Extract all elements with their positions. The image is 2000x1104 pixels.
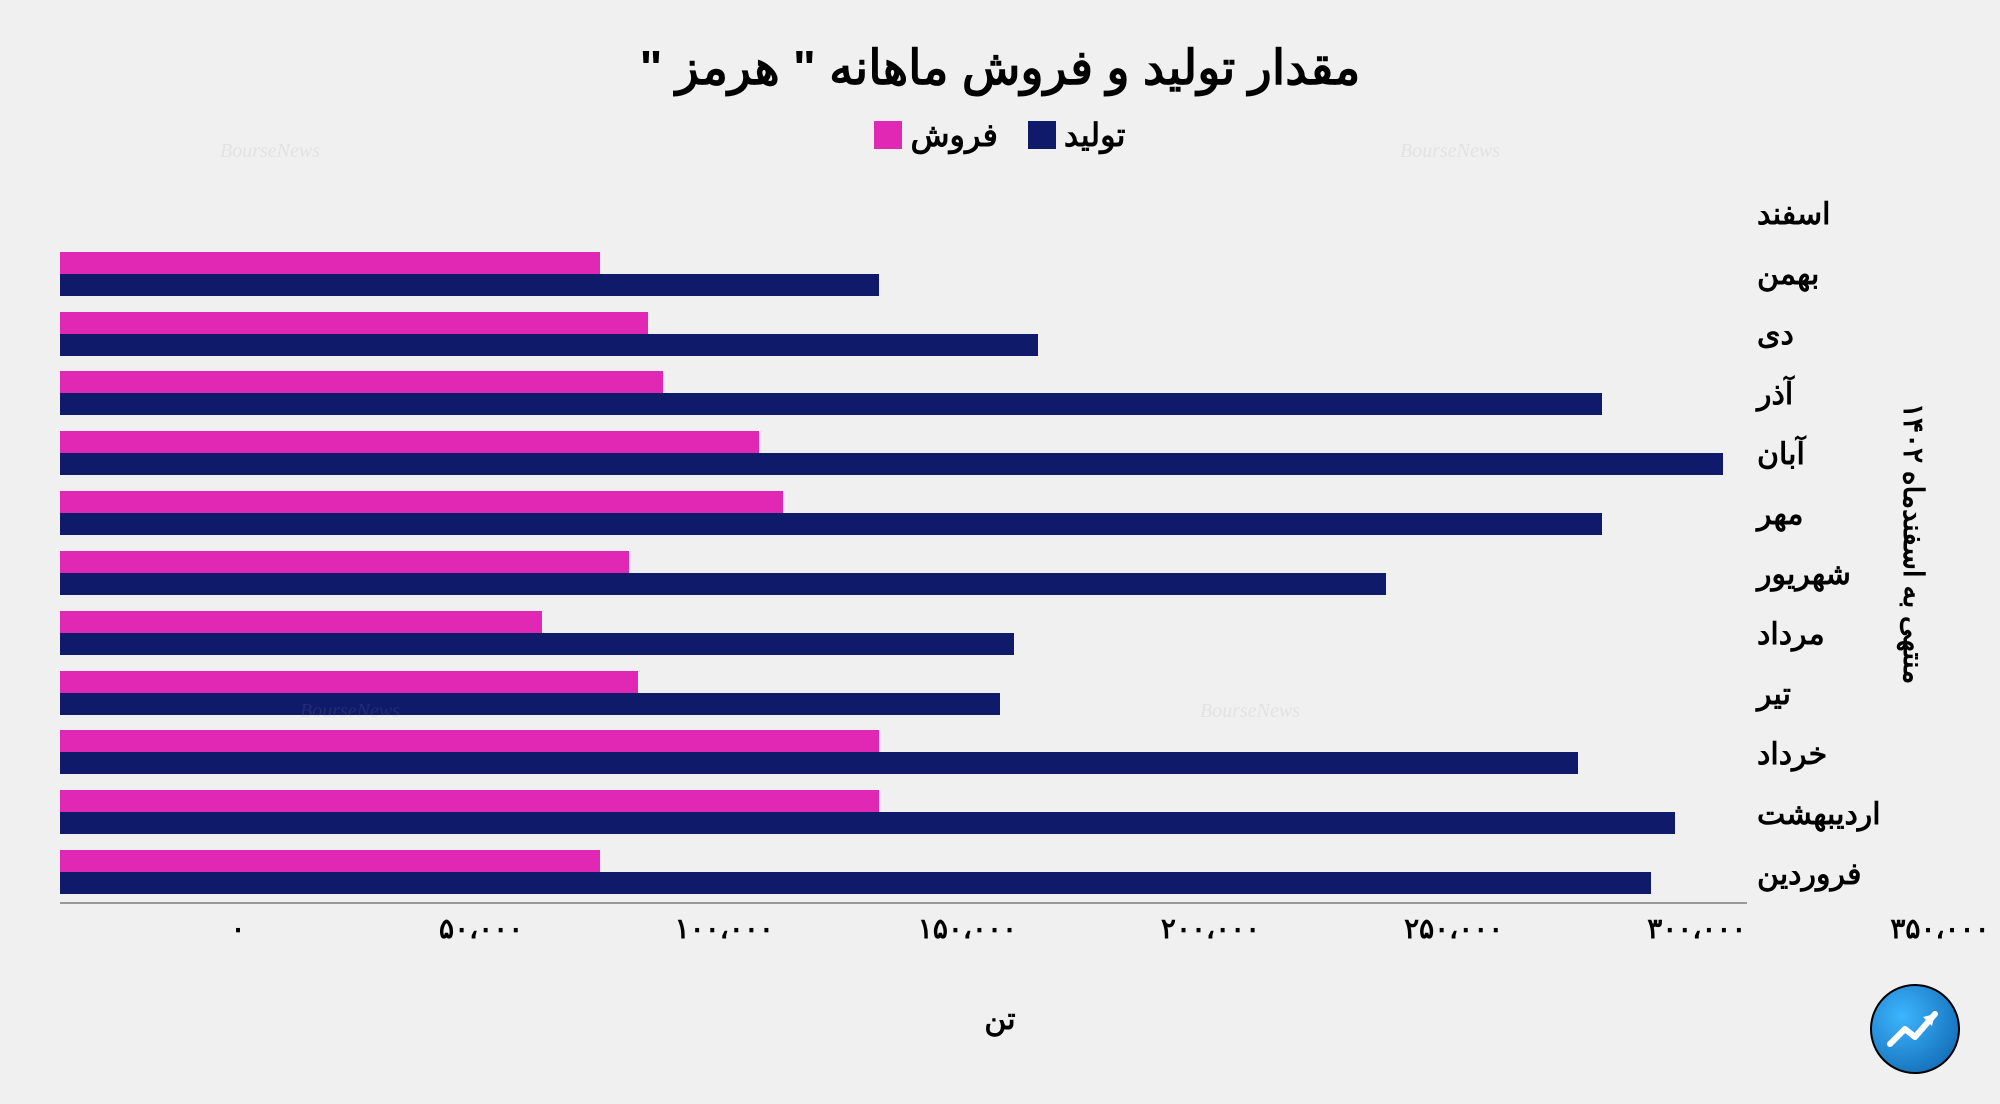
bar-tolid (60, 334, 1038, 356)
y-label: شهریور (1757, 544, 1887, 604)
bar-foroosh (60, 371, 663, 393)
x-axis-ticks: ۰۵۰،۰۰۰۱۰۰،۰۰۰۱۵۰،۰۰۰۲۰۰،۰۰۰۲۵۰،۰۰۰۳۰۰،۰… (238, 912, 1940, 952)
bar-group (60, 244, 1747, 304)
x-axis: ۰ ۵۰،۰۰۰ ۱۰۰،۰۰۰ ۱۵۰،۰۰۰ ۲۰۰،۰۰۰ ۲۵۰،۰۰۰ ۳۰۰،۰… (60, 912, 1940, 952)
legend-item-foroosh: فروش (874, 116, 997, 154)
legend-label-tolid: تولید (1064, 116, 1126, 154)
bar-group (60, 782, 1747, 842)
legend-swatch-tolid (1028, 121, 1056, 149)
bar-tolid (60, 872, 1651, 894)
x-tick: ۵۰،۰۰۰ (439, 912, 523, 945)
y-label: آبان (1757, 424, 1887, 484)
plot-wrapper: منتهی به اسفندماه ۱۴۰۲ اسفندبهمندیآذرآبا… (60, 184, 1940, 904)
bar-group (60, 483, 1747, 543)
bar-tolid (60, 393, 1602, 415)
x-tick: ۱۵۰،۰۰۰ (918, 912, 1017, 945)
bar-tolid (60, 693, 1000, 715)
bar-group (60, 722, 1747, 782)
y-label: تیر (1757, 664, 1887, 724)
legend-item-tolid: تولید (1028, 116, 1126, 154)
plot-area (60, 184, 1747, 904)
x-tick: ۳۵۰،۰۰۰ (1890, 912, 1989, 945)
bar-group (60, 363, 1747, 423)
legend: تولید فروش (60, 116, 1940, 154)
legend-swatch-foroosh (874, 121, 902, 149)
bar-foroosh (60, 252, 600, 274)
bar-foroosh (60, 730, 879, 752)
bar-tolid (60, 453, 1723, 475)
bar-tolid (60, 573, 1386, 595)
trend-arrow-icon (1885, 999, 1945, 1059)
bar-group (60, 842, 1747, 902)
bar-foroosh (60, 671, 638, 693)
bar-tolid (60, 633, 1014, 655)
x-tick: ۳۰۰،۰۰۰ (1647, 912, 1746, 945)
bar-tolid (60, 513, 1602, 535)
y-axis-labels: اسفندبهمندیآذرآبانمهرشهریورمردادتیرخرداد… (1747, 184, 1887, 904)
y-label: مرداد (1757, 604, 1887, 664)
chart-container: مقدار تولید و فروش ماهانه " هرمز " تولید… (0, 0, 2000, 1104)
bar-foroosh (60, 551, 629, 573)
bars-region (60, 184, 1747, 902)
y-label: آذر (1757, 364, 1887, 424)
bar-group (60, 423, 1747, 483)
bar-tolid (60, 274, 879, 296)
x-tick: ۱۰۰،۰۰۰ (675, 912, 774, 945)
y-label: بهمن (1757, 244, 1887, 304)
bar-group (60, 304, 1747, 364)
y-label: دی (1757, 304, 1887, 364)
y-axis-title: منتهی به اسفندماه ۱۴۰۲ (1887, 184, 1940, 904)
x-tick: ۰ (230, 912, 245, 945)
legend-label-foroosh: فروش (910, 116, 997, 154)
chart-title: مقدار تولید و فروش ماهانه " هرمز " (60, 40, 1940, 96)
bar-tolid (60, 812, 1675, 834)
x-tick: ۲۵۰،۰۰۰ (1404, 912, 1503, 945)
y-label: اسفند (1757, 184, 1887, 244)
bar-group (60, 603, 1747, 663)
x-tick: ۲۰۰،۰۰۰ (1161, 912, 1260, 945)
bar-foroosh (60, 431, 759, 453)
y-label: اردیبهشت (1757, 784, 1887, 844)
bar-foroosh (60, 491, 783, 513)
bar-foroosh (60, 790, 879, 812)
bar-foroosh (60, 312, 648, 334)
x-axis-title: تن (60, 1002, 1940, 1037)
bar-group (60, 184, 1747, 244)
bar-foroosh (60, 611, 542, 633)
bar-group (60, 543, 1747, 603)
bar-tolid (60, 752, 1578, 774)
y-label: مهر (1757, 484, 1887, 544)
logo-badge (1870, 984, 1960, 1074)
y-label: فروردین (1757, 844, 1887, 904)
bar-foroosh (60, 850, 600, 872)
y-label: خرداد (1757, 724, 1887, 784)
bar-group (60, 663, 1747, 723)
